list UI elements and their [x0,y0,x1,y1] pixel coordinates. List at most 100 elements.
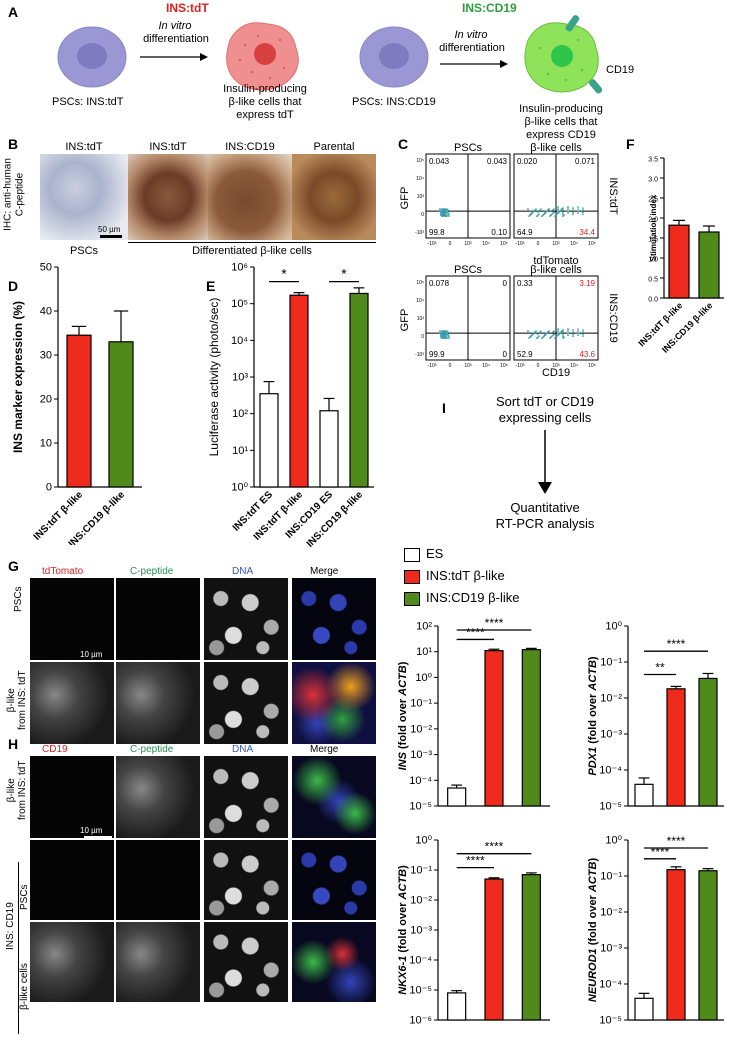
flow-dot [557,334,559,337]
flow-xtick: 10³ [464,241,472,247]
panel-b-ylabel: IHC: anti-human C-peptide [0,148,26,244]
panel-letter-i: I [442,400,446,416]
panel-letter-a: A [8,4,19,20]
y-tick-label: 30 [40,350,52,362]
y-tick-label: 10⁻² [600,907,622,919]
bar-0 [259,393,279,488]
flow-dot [548,208,550,211]
bar-2 [698,870,718,1021]
y-tick-label: 10⁻⁴ [409,955,432,967]
flow-xtick: -10³ [428,241,437,247]
cd19-tag-label: CD19 [606,64,635,76]
psc-nucleus-right-icon [379,43,409,69]
panel-letter-f: F [626,136,635,152]
flow-xtick: -10³ [516,241,525,247]
flow-dot [540,208,542,211]
bar-0 [66,334,92,488]
y-tick-label: 3.0 [648,177,658,184]
y-tick-label: 10⁻⁵ [599,801,622,813]
flow-dot [562,209,564,212]
flow-dot [582,211,584,214]
h-row2-label: PSCs [19,884,30,910]
flow-ytick: 10³ [417,194,425,200]
flow-dot [527,208,529,211]
flow-dot [577,330,579,333]
panel-letter-e: E [206,278,216,294]
y-axis-label: NEUROD1 (fold over ACTB) [587,858,599,1003]
y-tick-label: 10⁰ [605,835,622,847]
qpcr-nkx61-chart: 10⁻⁶ 10⁻⁵ 10⁻⁴ 10⁻³ 10⁻² 10⁻¹ 10⁰ NKX6-1 (fold … [397,835,550,1027]
y-tick-label: 10¹ [232,445,248,457]
flow-dot [572,207,574,210]
bar-1 [666,688,686,807]
flow-dot [582,335,584,338]
h-scale-label: 10 µm [80,826,103,835]
flow-dot [572,331,574,334]
panel-b-col3: INS:CD19 [225,141,275,153]
bar-1 [666,869,686,1021]
flow-dot [582,333,584,336]
arrow-text-left-1: In vitro [158,20,192,32]
y-tick-label: 10¹ [416,646,432,658]
arrow-head-left-icon [200,53,208,61]
flow-dot [577,212,579,215]
flow-dot [577,208,579,211]
flow-dot [582,207,584,210]
cd19-receptor-top-icon [565,15,580,32]
flow-dot [572,213,574,216]
h-r3-c1-image [30,922,114,1002]
flow-dot [567,330,569,333]
flow-xtick: -10³ [428,363,437,369]
g-row1-label: PSCs [13,586,24,612]
flow-dot [577,332,579,335]
legend-tdt-label: INS:tdT β-like [426,568,505,583]
flow-q-ul: 0.078 [429,279,450,288]
flow-xlabel-bottom: CD19 [542,367,570,379]
flow-dot [582,213,584,216]
flow-dot [548,330,550,333]
flow-q-ur: 0 [503,279,508,288]
y-tick-label: 1.0 [648,257,658,264]
panel-letter-d: D [8,278,19,294]
flow-dot [562,331,564,334]
y-tick-label: 10² [416,621,432,633]
flow-ytick: 0 [421,334,424,340]
ihc-psc-image [40,154,128,240]
flow-dot [577,328,579,331]
bar-2 [521,649,541,807]
y-tick-label: 2.0 [648,217,658,224]
flow-q-ll: 64.9 [517,228,533,237]
flow-dot [582,329,584,332]
ihc-parental-image [292,154,376,240]
flow-dot [446,331,448,334]
y-tick-label: 2.5 [648,197,658,204]
flow-dot [562,329,564,332]
panel-b-scalebar [100,235,122,238]
flow-dot [572,209,574,212]
g-ch-cpeptide: C-peptide [130,566,174,577]
sig-label-1: **** [466,854,485,868]
y-tick-label: 40 [40,306,52,318]
flow-dot [557,206,559,209]
flow-dot [553,211,555,214]
qpcr-neurod1-chart: 10⁻⁵ 10⁻⁴ 10⁻³ 10⁻² 10⁻¹ 10⁰ NEUROD1 (fold ove… [587,834,724,1027]
g-scalebar [84,660,112,662]
y-tick-label: 10⁻² [600,693,622,705]
bar-2 [319,410,339,488]
flow-xtick: 10³ [552,363,560,369]
arrow-text-right-1: In vitro [454,29,488,41]
flow-dot [562,211,564,214]
flow-title-1: β-like cells [530,142,582,154]
y-tick-label: 10⁻⁵ [599,1015,622,1027]
g-r1-c4-image [292,578,376,660]
y-tick-label: 10⁰ [415,835,432,847]
panel-b-diff-caption: Differentiated β-like cells [192,245,312,257]
flow-dot [557,330,559,333]
panel-f-chart: 0.0 0.5 1.0 1.5 2.0 2.5 3.0 3.5 Stimulation inde… [636,157,724,355]
y-tick-label: 10⁻⁵ [409,985,432,997]
panel-letter-c: C [398,136,409,152]
h-r2-c2-image [116,840,200,920]
legend-es-label: ES [426,546,444,561]
psc-nucleus-left-icon [77,43,107,69]
sig-star: * [281,266,287,282]
